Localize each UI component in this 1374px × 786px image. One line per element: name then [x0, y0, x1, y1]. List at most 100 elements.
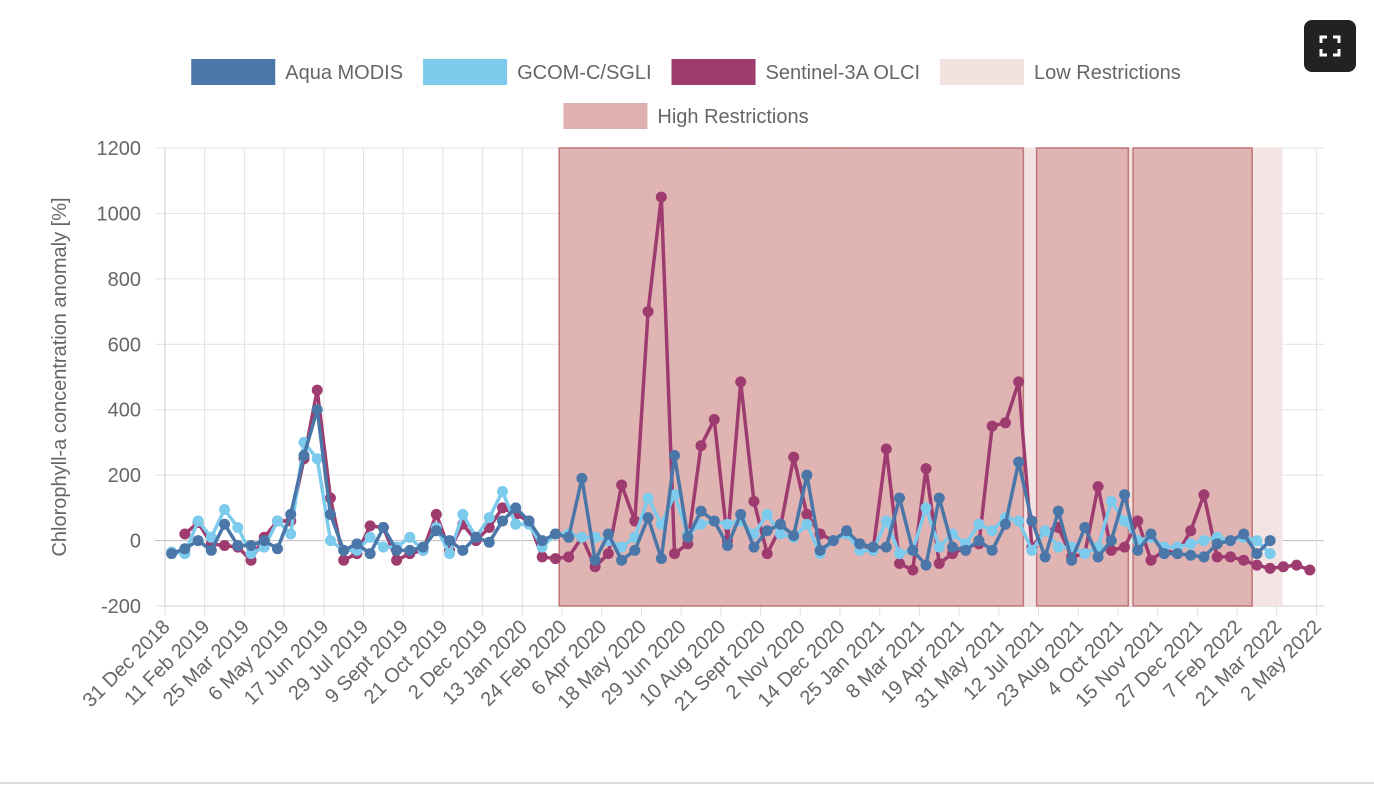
data-point — [1198, 551, 1210, 563]
data-point — [907, 544, 919, 556]
legend-label: Sentinel-3A OLCI — [766, 62, 921, 84]
data-point — [444, 535, 456, 547]
data-point — [986, 544, 998, 556]
data-point — [1052, 541, 1064, 553]
data-point — [1277, 561, 1289, 573]
y-tick-label: 600 — [108, 334, 141, 356]
data-point — [933, 557, 945, 569]
data-point — [219, 503, 231, 515]
data-point — [1079, 548, 1091, 560]
data-point — [232, 539, 244, 551]
data-point — [669, 489, 681, 501]
data-point — [258, 535, 270, 547]
data-point — [1026, 515, 1038, 527]
data-point — [973, 518, 985, 530]
data-point — [377, 541, 389, 553]
data-point — [827, 535, 839, 547]
data-point — [669, 548, 681, 560]
data-point — [721, 539, 733, 551]
y-tick-label: -200 — [101, 596, 141, 618]
data-point — [999, 518, 1011, 530]
data-point — [377, 521, 389, 533]
data-point — [1079, 521, 1091, 533]
data-point — [576, 531, 588, 543]
data-point — [655, 191, 667, 203]
data-point — [616, 541, 628, 553]
data-point — [695, 505, 707, 517]
data-point — [602, 548, 614, 560]
legend-label: Low Restrictions — [1034, 62, 1181, 84]
data-point — [682, 531, 694, 543]
data-point — [788, 451, 800, 463]
data-point — [496, 515, 508, 527]
data-point — [444, 548, 456, 560]
data-point — [761, 548, 773, 560]
data-point — [1238, 554, 1250, 566]
data-point — [404, 544, 416, 556]
legend-swatch — [671, 59, 756, 85]
data-point — [880, 443, 892, 455]
data-point — [920, 463, 932, 475]
data-point — [324, 508, 336, 520]
data-point — [920, 559, 932, 571]
data-point — [933, 541, 945, 553]
data-point — [245, 539, 257, 551]
data-point — [1198, 489, 1210, 501]
data-point — [960, 544, 972, 556]
data-point — [391, 554, 403, 566]
data-point — [708, 515, 720, 527]
data-point — [1132, 544, 1144, 556]
data-point — [894, 557, 906, 569]
data-point — [285, 508, 297, 520]
restriction-band — [1128, 148, 1134, 606]
data-point — [219, 539, 231, 551]
data-point — [523, 515, 535, 527]
data-point — [1013, 456, 1025, 468]
legend: Aqua MODIS GCOM-C/SGLI Sentinel-3A OLCI Low… — [191, 59, 1181, 129]
data-point — [1066, 554, 1078, 566]
legend-label: Aqua MODIS — [285, 62, 403, 84]
data-point — [1264, 535, 1276, 547]
data-point — [351, 538, 363, 550]
data-point — [192, 515, 204, 527]
data-point — [880, 515, 892, 527]
data-point — [364, 548, 376, 560]
data-point — [563, 531, 575, 543]
data-point — [642, 492, 654, 504]
data-point — [801, 518, 813, 530]
data-point — [801, 469, 813, 481]
data-point — [695, 440, 707, 452]
data-point — [1264, 562, 1276, 574]
data-point — [721, 518, 733, 530]
data-point — [483, 512, 495, 524]
data-point — [774, 528, 786, 540]
data-point — [1052, 505, 1064, 517]
data-point — [324, 535, 336, 547]
data-point — [669, 450, 681, 462]
data-point — [894, 492, 906, 504]
data-point — [1185, 549, 1197, 561]
fullscreen-icon — [1319, 35, 1341, 57]
data-point — [695, 518, 707, 530]
data-point — [841, 525, 853, 537]
data-point — [338, 544, 350, 556]
data-point — [788, 530, 800, 542]
legend-label: GCOM-C/SGLI — [517, 62, 651, 84]
data-point — [311, 384, 323, 396]
data-point — [907, 564, 919, 576]
legend-swatch — [423, 59, 508, 85]
data-point — [430, 525, 442, 537]
data-point — [1132, 515, 1144, 527]
data-point — [470, 531, 482, 543]
y-tick-label: 1000 — [97, 203, 142, 225]
data-point — [986, 420, 998, 432]
legend-label: High Restrictions — [657, 106, 808, 128]
fullscreen-button[interactable] — [1304, 20, 1356, 72]
data-point — [179, 528, 191, 540]
data-point — [483, 536, 495, 548]
data-point — [1304, 564, 1316, 576]
y-tick-label: 1200 — [97, 138, 142, 160]
data-point — [510, 502, 522, 514]
